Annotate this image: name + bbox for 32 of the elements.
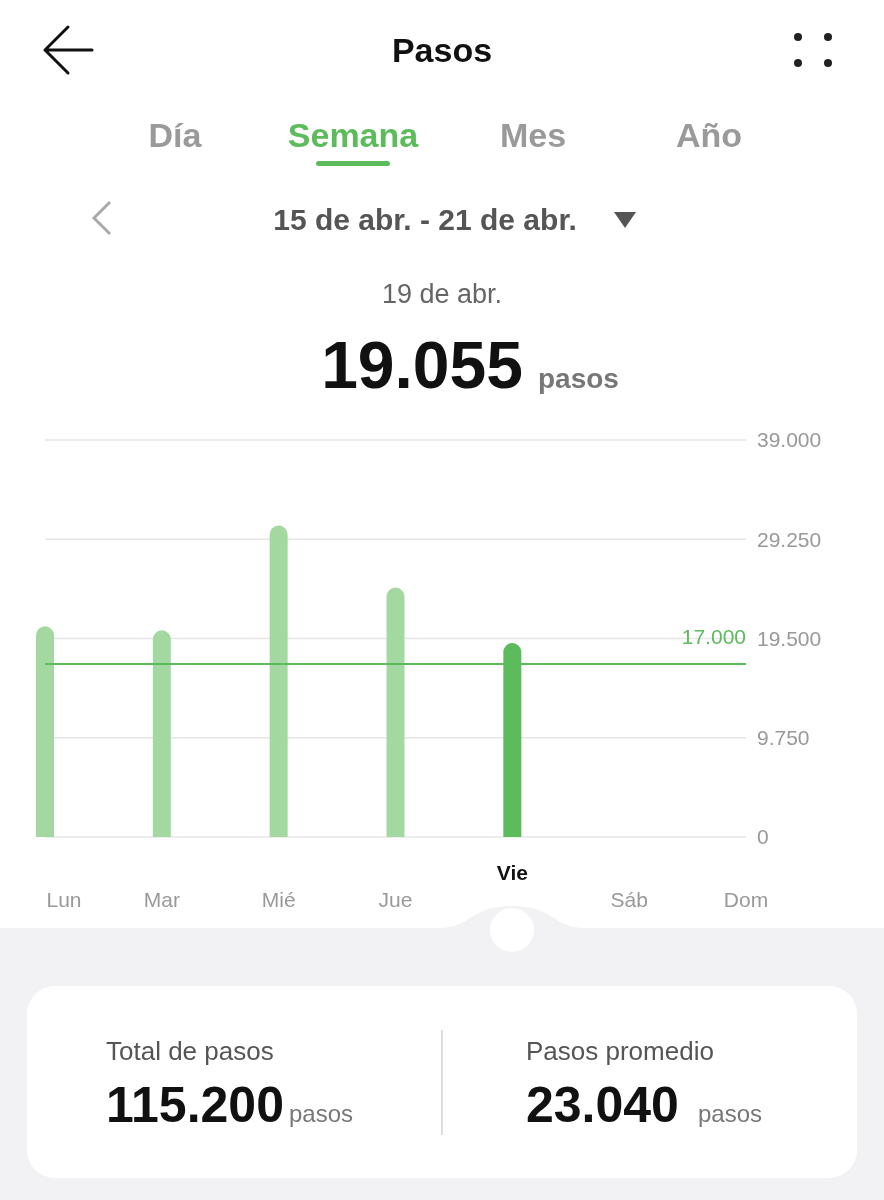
x-tick-label: Dom xyxy=(723,888,769,911)
text: Total de pasos xyxy=(106,1036,274,1066)
y-tick-label: 29.250 xyxy=(757,527,822,551)
text: pasos xyxy=(289,1100,354,1127)
text: pasos xyxy=(698,1100,763,1127)
x-tick-label: Sáb xyxy=(610,888,648,911)
y-tick-label: 39.000 xyxy=(757,428,822,452)
x-tick-label: Mié xyxy=(261,888,296,911)
text: 15 de abr. - 21 de abr. xyxy=(273,203,577,236)
y-tick-label: 0 xyxy=(757,825,769,849)
x-tick-label: Jue xyxy=(378,888,413,911)
text: 19.055 xyxy=(321,328,523,402)
ref-line-label: 17.000 xyxy=(681,624,746,648)
text: 19 de abr. xyxy=(381,279,503,309)
bar xyxy=(386,587,405,837)
x-tick-label: Lun xyxy=(46,888,82,911)
x-tick-label: Mar xyxy=(143,888,180,911)
text: pasos xyxy=(538,363,619,394)
text: Mes xyxy=(499,116,567,154)
text: Día xyxy=(148,116,203,154)
text: 115.200 xyxy=(106,1077,284,1133)
text: Semana xyxy=(287,116,420,154)
bar xyxy=(152,630,171,837)
chart-title: Pasos xyxy=(391,31,493,69)
bar xyxy=(36,626,54,837)
bar xyxy=(269,525,288,837)
text: Año xyxy=(675,116,743,154)
y-tick-label: 9.750 xyxy=(757,726,810,750)
x-tick-label: Vie xyxy=(496,861,528,884)
y-tick-label: 19.500 xyxy=(757,626,822,650)
text: Pasos promedio xyxy=(526,1036,714,1066)
text: 23.040 xyxy=(526,1077,679,1133)
